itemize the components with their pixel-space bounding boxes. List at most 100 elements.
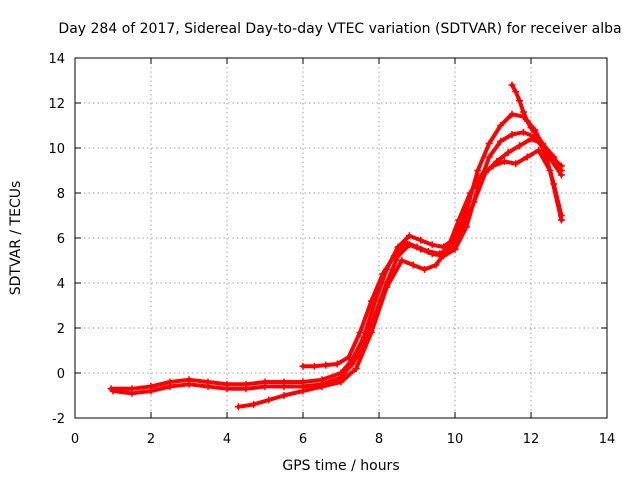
data-point (147, 387, 155, 395)
y-tick-label: 6 (57, 232, 65, 247)
y-tick-label: 0 (57, 367, 65, 382)
data-point (516, 142, 524, 150)
data-point (223, 385, 231, 393)
data-point (455, 216, 463, 224)
data-point (527, 124, 535, 132)
plot-area (107, 81, 565, 411)
data-point (405, 232, 413, 240)
data-point (557, 167, 565, 174)
y-tick-label: 8 (57, 187, 65, 202)
data-point (508, 81, 516, 89)
data-point (470, 198, 478, 206)
data-point (322, 361, 330, 369)
series-trace (109, 112, 564, 391)
data-point (459, 225, 467, 233)
data-point (367, 297, 375, 305)
data-point (557, 212, 565, 219)
data-point (523, 117, 531, 125)
series-track-c (234, 146, 565, 411)
y-axis-label: SDTVAR / TECUs (8, 181, 24, 296)
data-point (485, 153, 493, 161)
data-point (550, 180, 558, 188)
data-point (451, 245, 459, 253)
data-point (383, 284, 391, 291)
data-point (516, 97, 524, 105)
data-point (497, 137, 505, 145)
data-point (398, 257, 406, 264)
data-point (352, 365, 360, 372)
data-point (333, 360, 341, 368)
series-trace (301, 137, 564, 369)
data-point (432, 261, 440, 269)
data-point (250, 401, 258, 408)
data-point (310, 362, 318, 370)
data-point (417, 236, 425, 244)
data-point (128, 389, 136, 397)
series-trace (236, 148, 564, 409)
data-point (493, 158, 501, 165)
y-tick-label: 10 (48, 142, 65, 157)
data-point (299, 362, 307, 370)
data-point (474, 167, 482, 174)
data-point (234, 403, 242, 411)
y-tick-label: -2 (52, 412, 65, 427)
data-point (348, 360, 356, 368)
x-axis-label: GPS time / hours (282, 458, 399, 474)
data-point (428, 241, 436, 249)
x-tick-label: 14 (599, 432, 616, 447)
data-point (535, 135, 543, 143)
y-tick-label: 4 (57, 277, 65, 292)
series-track-b (109, 128, 565, 397)
data-point (421, 266, 429, 273)
x-tick-label: 4 (223, 432, 231, 447)
x-tick-label: 12 (523, 432, 540, 447)
data-point (109, 387, 117, 395)
data-point (500, 158, 508, 165)
data-point (504, 149, 512, 156)
data-point (409, 261, 417, 269)
data-point (508, 110, 516, 118)
data-point (299, 387, 307, 395)
data-point (261, 383, 269, 390)
data-point (204, 383, 212, 390)
data-point (185, 380, 193, 388)
data-point (379, 270, 387, 278)
series-track-a (107, 110, 565, 393)
y-tick-label: 14 (48, 52, 65, 67)
data-point (367, 329, 375, 336)
data-point (337, 378, 345, 386)
data-point (527, 135, 535, 143)
data-point (390, 252, 398, 260)
x-tick-label: 0 (71, 432, 79, 447)
data-point (523, 153, 531, 161)
data-point (436, 250, 444, 258)
data-point (356, 329, 364, 336)
x-tick-label: 6 (299, 432, 307, 447)
series-trace (111, 130, 564, 396)
x-tick-label: 10 (447, 432, 464, 447)
data-point (280, 383, 288, 390)
data-point (280, 392, 288, 399)
data-point (166, 383, 174, 390)
data-point (497, 122, 505, 129)
x-tick-label: 2 (147, 432, 155, 447)
data-point (265, 396, 273, 404)
axes: 0 2 4 6 8 10 12 14 -2 0 2 4 6 8 10 12 14 (48, 52, 615, 447)
x-tick-label: 8 (375, 432, 383, 447)
chart-title: Day 284 of 2017, Sidereal Day-to-day VTE… (58, 21, 621, 37)
data-point (519, 128, 527, 136)
series-track-d (299, 135, 565, 370)
data-point (466, 189, 474, 197)
data-point (512, 160, 520, 168)
data-point (508, 131, 516, 138)
data-point (542, 153, 550, 161)
data-point (242, 385, 250, 393)
data-point (550, 153, 558, 161)
data-point (481, 169, 489, 177)
data-point (531, 128, 539, 136)
data-point (535, 146, 543, 154)
series-track-e (508, 81, 565, 219)
data-point (447, 243, 455, 251)
data-point (318, 383, 326, 390)
